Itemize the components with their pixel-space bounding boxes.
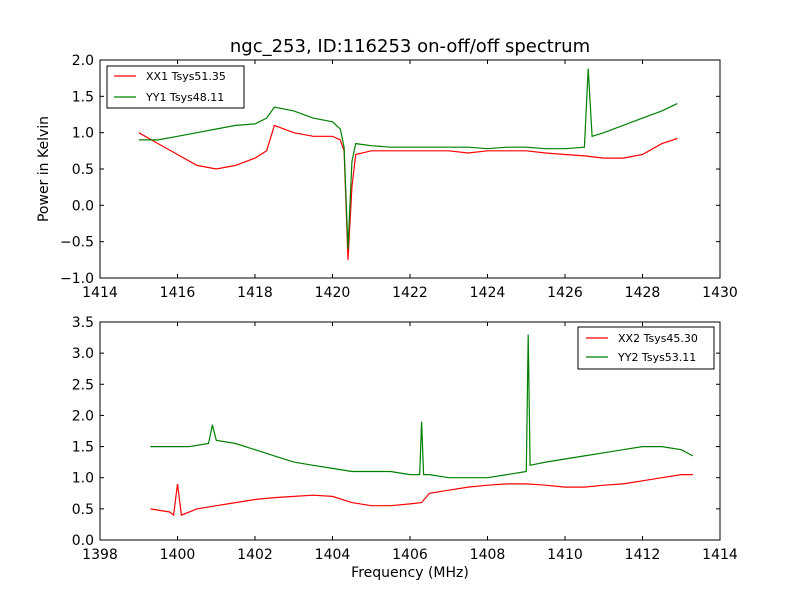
bottom-panel-legend-label-xx2: XX2 Tsys45.30 [618,332,698,345]
y-tick-label: 2.0 [72,408,94,424]
x-tick-label: 1398 [82,547,118,563]
y-tick-label: 1.5 [72,440,94,456]
top-panel-legend-box [106,65,245,109]
top-panel-title: ngc_253, ID:116253 on-off/off spectrum [230,36,590,57]
series-line-2-2 [150,334,694,479]
x-tick-label: 1408 [470,547,506,563]
top-panel-y-axis-label: Power in Kelvin [36,116,52,222]
top-panel-legend-label-yy1: YY1 Tsys48.11 [145,91,224,104]
bottom-panel-tick-layer: 1398 1400 1402 1404 1406 1408 1410 1412 1414 0.0 0… [72,315,738,563]
x-tick-label: 1404 [315,547,351,563]
x-tick-label: 1400 [160,547,196,563]
top-panel-legend-label-xx1: XX1 Tsys51.35 [146,70,226,83]
x-tick-label: 1416 [160,285,196,301]
y-tick-label: 0.5 [72,502,94,518]
x-tick-label: 1414 [702,547,738,563]
series-line-1-2 [138,68,678,249]
bottom-panel-series-layer [150,334,694,517]
y-tick-label: 1.0 [72,471,94,487]
x-tick-label: 1426 [547,285,583,301]
bottom-panel-legend-box [577,326,715,370]
y-tick-label: −1.0 [60,271,94,287]
bottom-panel-frame [99,321,721,541]
bottom-panel-x-axis-label: Frequency (MHz) [351,565,469,581]
x-tick-label: 1406 [392,547,428,563]
y-tick-label: 1.5 [72,89,94,105]
x-tick-label: 1402 [237,547,273,563]
x-tick-label: 1422 [392,285,428,301]
bottom-panel-legend-label-yy2: YY2 Tsys53.11 [617,351,696,364]
x-tick-label: 1412 [625,547,661,563]
x-tick-label: 1424 [470,285,506,301]
y-tick-label: 2.5 [72,377,94,393]
x-tick-label: 1430 [702,285,738,301]
series-line-1-1 [138,124,678,260]
y-tick-label: 0.5 [72,162,94,178]
top-panel-legend: XX1 Tsys51.35 YY1 Tsys48.11 [106,65,245,109]
bottom-panel-legend: XX2 Tsys45.30 YY2 Tsys53.11 [577,326,715,370]
y-tick-label: 0.0 [72,198,94,214]
top-panel: ngc_253, ID:116253 on-off/off spectrum P… [36,36,738,301]
top-panel-series-layer [138,68,678,260]
top-panel-tick-layer: 1414 1416 1418 1420 1422 1424 1426 1428 1430 −1.0… [60,53,738,301]
top-panel-frame [99,59,721,279]
y-tick-label: 2.0 [72,53,94,69]
x-tick-label: 1428 [625,285,661,301]
x-tick-label: 1410 [547,547,583,563]
y-tick-label: 3.5 [72,315,94,331]
x-tick-label: 1418 [237,285,273,301]
y-tick-label: 3.0 [72,346,94,362]
y-tick-label: 0.0 [72,533,94,549]
y-tick-label: 1.0 [72,126,94,142]
y-tick-label: −0.5 [60,235,94,251]
x-tick-label: 1420 [315,285,351,301]
x-tick-label: 1414 [82,285,118,301]
bottom-panel: Frequency (MHz) 1398 1400 1402 1404 1406 1408… [72,315,738,581]
series-line-2-1 [150,474,693,517]
